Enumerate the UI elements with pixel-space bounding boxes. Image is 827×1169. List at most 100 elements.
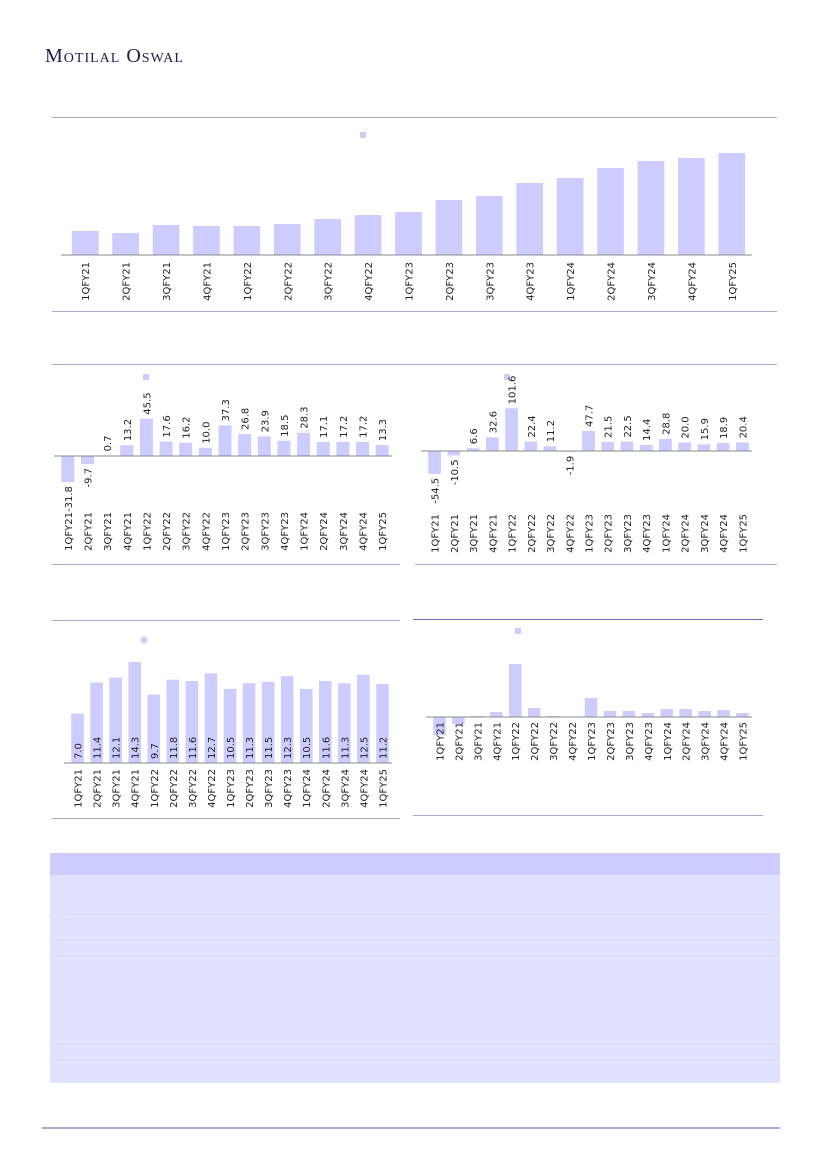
chart-bottom-left: 1QFY21 7.0 2QFY21 11.4 3QFY21 12.1 4QFY21 14.3 1… [64,637,392,808]
bar [505,408,518,451]
bar [698,711,711,717]
bar [90,682,103,763]
category-label: 1QFY21 [81,262,92,301]
category-label: 3QFY22 [549,722,560,761]
bar [71,231,99,255]
bar [543,446,557,451]
bar [597,168,624,255]
chart-top-bottom-rule [52,311,777,312]
category-label: 3QFY21 [473,722,484,761]
bar [314,219,342,255]
bar [678,158,705,255]
value-label: 12.7 [207,737,218,759]
category-label: 1QFY24 [300,512,311,551]
category-label: 1QFY23 [587,722,598,761]
category-label: 2QFY23 [606,722,617,761]
legend-swatch [143,374,149,380]
bar [319,681,332,763]
value-label: 10.5 [226,737,237,759]
category-label: 2QFY22 [169,769,180,808]
category-label: 3QFY22 [546,514,557,553]
bar [71,713,84,763]
category-label: 4QFY21 [202,262,213,301]
category-label: 4QFY23 [644,722,655,761]
category-label: 1QFY22 [511,722,522,761]
category-label: 4QFY22 [201,512,212,551]
value-label: 11.2 [378,737,389,759]
category-label: 4QFY21 [131,769,142,808]
value-label: 32.6 [488,411,499,433]
bar [485,437,499,451]
bar [375,445,389,456]
category-label: 3QFY22 [188,769,199,808]
chart-mid-right-bottom-rule [415,564,777,565]
value-label: 11.2 [546,420,557,442]
category-label: 1QFY21 [64,512,75,551]
bar [179,442,193,456]
category-label: 4QFY21 [492,722,503,761]
chart-top: 1QFY21 2QFY21 3QFY21 4QFY21 1QFY22 2QFY22 3QFY… [61,132,752,301]
category-label: 2QFY24 [682,722,693,761]
value-label: 17.1 [319,416,330,438]
category-label: 2QFY24 [321,769,332,808]
value-label: 11.4 [93,737,104,759]
bar [736,713,749,717]
category-label: 3QFY21 [103,512,114,551]
category-label: 2QFY24 [607,262,618,301]
bar [223,688,237,763]
category-label: 1QFY22 [150,769,161,808]
value-label: -9.7 [83,468,94,488]
value-label: 18.5 [280,415,291,437]
category-label: 2QFY21 [83,512,94,551]
bar [185,681,199,763]
legend-swatch [360,132,366,138]
category-label: 3QFY22 [324,262,335,301]
category-label: 4QFY23 [280,512,291,551]
bar [718,153,746,255]
bar [257,436,271,456]
category-label: 2QFY24 [681,514,692,553]
category-label: 4QFY22 [207,769,218,808]
bar [147,694,161,763]
category-label: 2QFY21 [122,262,133,301]
value-label: 17.6 [162,415,173,437]
value-label: 28.3 [300,407,311,429]
bar [238,434,252,456]
category-label: 2QFY23 [245,769,256,808]
bar [717,710,730,717]
value-label: 12.3 [283,737,294,759]
data-table [50,853,780,1083]
value-label: 11.3 [340,737,351,759]
bar [316,441,330,456]
category-label: 2QFY23 [445,262,456,301]
bar [139,418,153,456]
bar [466,448,480,451]
category-label: 3QFY23 [623,514,634,553]
bar [128,662,141,763]
category-label: 1QFY25 [378,769,389,808]
category-label: 3QFY21 [469,514,480,553]
value-label: 37.3 [221,399,232,421]
table-row [50,916,780,937]
value-label: 22.5 [623,415,634,437]
bar [120,445,134,456]
bar [601,441,615,451]
bar [428,451,441,474]
category-label: 3QFY24 [700,514,711,553]
bar [556,178,584,255]
value-label: 11.8 [169,737,180,759]
table-header [50,853,780,875]
bar [218,425,232,456]
category-label: 1QFY23 [221,512,232,551]
value-label: 45.5 [142,392,153,414]
category-label: 2QFY23 [604,514,615,553]
bar [524,441,538,451]
legend-swatch [141,637,147,643]
category-label: 1QFY24 [566,262,577,301]
bar [452,717,465,724]
bar [447,451,461,456]
category-label: 1QFY24 [663,722,674,761]
value-label: 12.5 [359,737,370,759]
chart-mid-top-rule [52,364,777,365]
value-label: 11.3 [245,737,256,759]
